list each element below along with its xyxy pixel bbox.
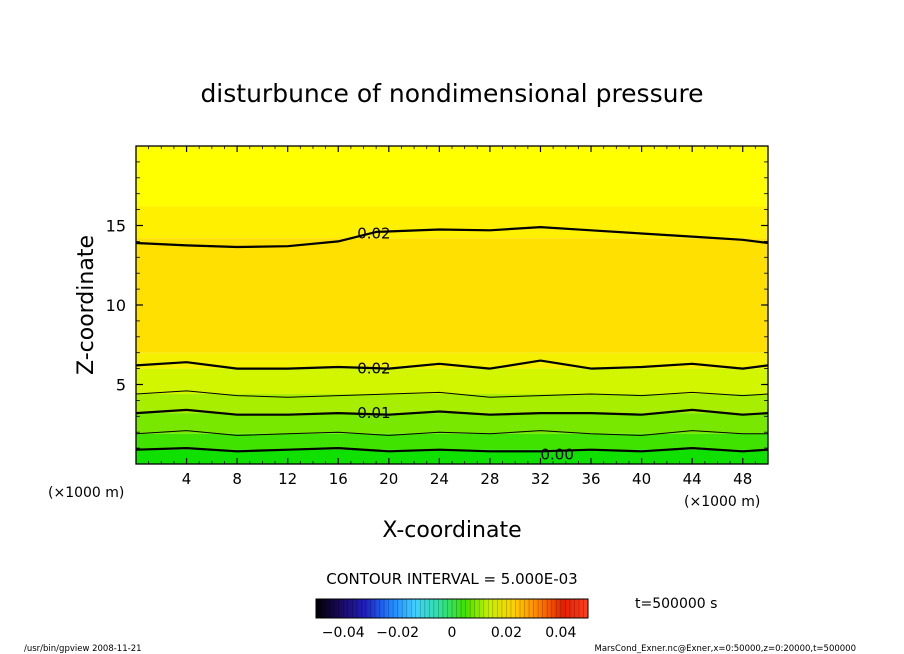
x-axis-label: X-coordinate xyxy=(382,518,521,543)
colorbar-tick-marks xyxy=(320,599,584,618)
y-tick-label-0: 5 xyxy=(116,376,126,395)
contour-line-2 xyxy=(136,390,768,398)
colorbar-tick-label-3: 0.02 xyxy=(491,625,522,641)
colorbar-tick-label-2: 0 xyxy=(448,625,457,641)
colorbar xyxy=(315,598,589,619)
x-unit-left: (×1000 m) xyxy=(48,485,124,501)
contour-line-4 xyxy=(136,430,768,436)
y-axis-ticks: 5 10 15 xyxy=(106,161,768,449)
x-tick-label-2: 12 xyxy=(278,470,297,488)
fill-band-1 xyxy=(136,206,768,239)
fill-band-3 xyxy=(136,352,768,369)
fill-band-8 xyxy=(136,449,768,464)
fill-band-4 xyxy=(136,368,768,395)
colorbar-tick-labels: −0.04 −0.02 0 0.02 0.04 xyxy=(322,625,577,641)
x-tick-label-10: 44 xyxy=(683,470,702,488)
footer-right: MarsCond_Exner.nc@Exner,x=0:50000,z=0:20… xyxy=(594,644,856,654)
x-tick-label-0: 4 xyxy=(182,470,192,488)
x-tick-label-6: 28 xyxy=(480,470,499,488)
contour-line-5 xyxy=(136,447,768,453)
contour-label-2: 0.01 xyxy=(357,404,390,422)
contour-label-3: 0.00 xyxy=(540,445,573,463)
contour-label-1: 0.02 xyxy=(357,360,390,378)
fill-band-6 xyxy=(136,413,768,434)
x-tick-label-3: 16 xyxy=(329,470,348,488)
fill-band-0 xyxy=(136,146,768,207)
contour-lines xyxy=(136,226,768,453)
fill-band-7 xyxy=(136,433,768,450)
x-tick-label-8: 36 xyxy=(581,470,600,488)
footer-left: /usr/bin/gpview 2008-11-21 xyxy=(24,644,142,654)
contour-line-3 xyxy=(136,408,768,416)
x-tick-label-7: 32 xyxy=(531,470,550,488)
x-tick-label-4: 20 xyxy=(379,470,398,488)
y-tick-label-2: 15 xyxy=(106,217,126,236)
contour-line-1 xyxy=(136,359,768,370)
x-axis-ticks: 4 8 12 16 20 24 28 32 36 40 44 48 xyxy=(148,146,756,488)
contour-label-0: 0.02 xyxy=(357,224,390,242)
x-tick-label-5: 24 xyxy=(430,470,449,488)
colorbar-tick-label-0: −0.04 xyxy=(322,625,365,641)
x-tick-label-9: 40 xyxy=(632,470,651,488)
contour-fill-bands xyxy=(136,146,768,464)
fill-band-5 xyxy=(136,394,768,414)
contour-labels: 0.02 0.02 0.01 0.00 xyxy=(357,224,574,463)
colorbar-tick-label-4: 0.04 xyxy=(545,625,576,641)
y-axis-label: Z-coordinate xyxy=(74,235,99,375)
x-tick-label-11: 48 xyxy=(733,470,752,488)
contour-line-0 xyxy=(136,226,768,249)
x-unit-right: (×1000 m) xyxy=(684,494,760,510)
fill-band-2 xyxy=(136,238,768,353)
colorbar-tick-label-1: −0.02 xyxy=(376,625,419,641)
chart-title: disturbunce of nondimensional pressure xyxy=(200,79,703,108)
time-label: t=500000 s xyxy=(635,596,717,612)
contour-interval-text: CONTOUR INTERVAL = 5.000E-03 xyxy=(326,570,577,588)
x-tick-label-1: 8 xyxy=(232,470,242,488)
y-tick-label-1: 10 xyxy=(106,296,126,315)
